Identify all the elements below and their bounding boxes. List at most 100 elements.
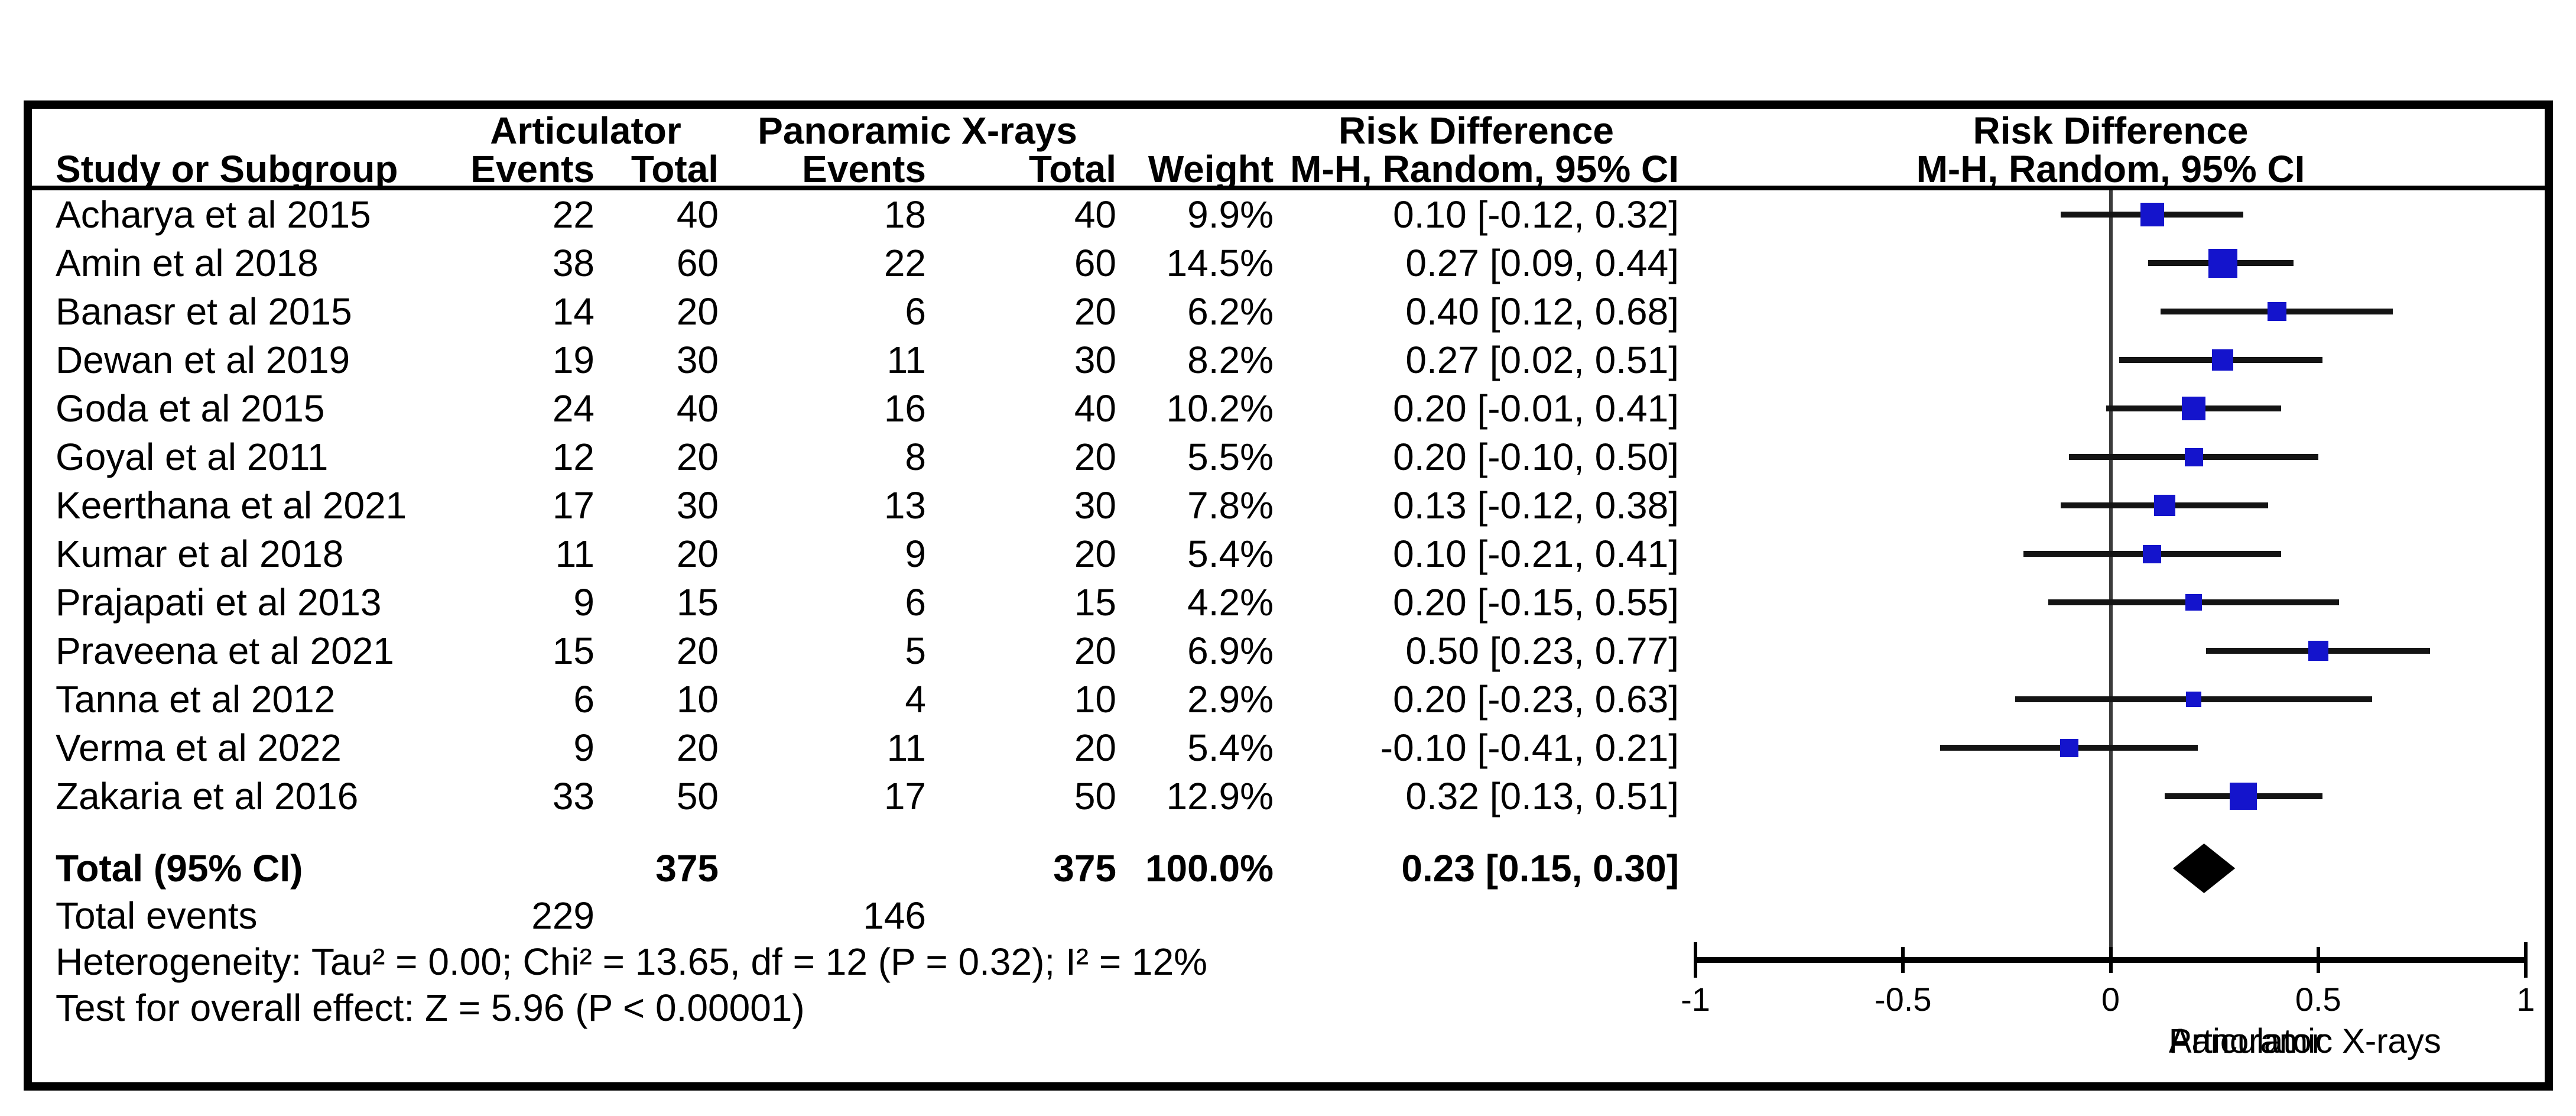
total-events-row: Total events 229 146 bbox=[32, 893, 2545, 939]
risk-difference-ci-text: 0.20 [-0.23, 0.63] bbox=[1393, 678, 1679, 721]
total-articulator: 20 bbox=[676, 290, 719, 333]
study-row: Acharya et al 2015 22 40 18 40 9.9% 0.10 [-0.1… bbox=[32, 190, 2545, 239]
study-name: Amin et al 2018 bbox=[56, 242, 319, 284]
study-name: Prajapati et al 2013 bbox=[56, 581, 382, 624]
events-panoramic: 22 bbox=[883, 242, 926, 284]
events-panoramic: 16 bbox=[883, 387, 926, 430]
events-articulator: 6 bbox=[573, 678, 595, 721]
events-panoramic: 11 bbox=[886, 726, 926, 769]
events-panoramic: 13 bbox=[883, 484, 926, 527]
study-name: Banasr et al 2015 bbox=[56, 290, 352, 333]
study-name: Goyal et al 2011 bbox=[56, 436, 329, 478]
column-header-mh-ci: M-H, Random, 95% CI bbox=[1290, 148, 1679, 190]
study-name: Zakaria et al 2016 bbox=[56, 775, 359, 817]
study-name: Acharya et al 2015 bbox=[56, 193, 371, 236]
total-articulator: 30 bbox=[676, 484, 719, 527]
events-panoramic: 17 bbox=[883, 775, 926, 817]
events-articulator: 11 bbox=[555, 533, 595, 575]
events-articulator: 9 bbox=[573, 581, 595, 624]
events-articulator: 9 bbox=[573, 726, 595, 769]
total-row: Total (95% CI) 375 375 100.0% 0.23 [0.15… bbox=[32, 844, 2545, 893]
total-panoramic: 10 bbox=[1074, 678, 1116, 721]
study-row: Amin et al 2018 38 60 22 60 14.5% 0.27 [0.09, … bbox=[32, 239, 2545, 287]
events-articulator: 17 bbox=[552, 484, 595, 527]
header-divider bbox=[32, 186, 2545, 190]
column-header-risk-difference: Risk Difference bbox=[1339, 109, 1614, 152]
risk-difference-ci-text: 0.10 [-0.12, 0.32] bbox=[1393, 193, 1679, 236]
total-panoramic: 50 bbox=[1074, 775, 1116, 817]
total-panoramic: 40 bbox=[1074, 387, 1116, 430]
total-articulator: 30 bbox=[676, 339, 719, 381]
study-row: Banasr et al 2015 14 20 6 20 6.2% 0.40 [0.12, … bbox=[32, 287, 2545, 336]
total-panoramic: 30 bbox=[1074, 339, 1116, 381]
table-header: Articulator Panoramic X-rays Risk Differ… bbox=[32, 109, 2545, 190]
total-events-articulator: 229 bbox=[531, 894, 595, 937]
weight-value: 6.9% bbox=[1187, 630, 1274, 672]
study-name: Kumar et al 2018 bbox=[56, 533, 344, 575]
study-name: Goda et al 2015 bbox=[56, 387, 325, 430]
study-name: Verma et al 2022 bbox=[56, 726, 342, 769]
total-panoramic: 20 bbox=[1074, 533, 1116, 575]
total-panoramic: 40 bbox=[1074, 193, 1116, 236]
study-rows: Acharya et al 2015 22 40 18 40 9.9% 0.10 [-0.1… bbox=[32, 190, 2545, 820]
events-articulator: 15 bbox=[552, 630, 595, 672]
total-label: Total (95% CI) bbox=[56, 847, 303, 890]
total-events-panoramic: 146 bbox=[863, 894, 926, 937]
total-articulator: 15 bbox=[676, 581, 719, 624]
events-panoramic: 8 bbox=[905, 436, 926, 478]
table-header-groups: Articulator Panoramic X-rays Risk Differ… bbox=[32, 109, 2545, 152]
risk-difference-ci-text: 0.10 [-0.21, 0.41] bbox=[1393, 533, 1679, 575]
column-header-events-panoramic: Events bbox=[802, 148, 926, 190]
events-articulator: 22 bbox=[552, 193, 595, 236]
column-header-total-panoramic: Total bbox=[1028, 148, 1116, 190]
total-panoramic: 20 bbox=[1074, 726, 1116, 769]
column-header-weight: Weight bbox=[1148, 148, 1274, 190]
study-name: Keerthana et al 2021 bbox=[56, 484, 407, 527]
total-n-panoramic: 375 bbox=[1053, 847, 1116, 890]
spacer bbox=[32, 820, 2545, 844]
weight-value: 4.2% bbox=[1187, 581, 1274, 624]
study-row: Prajapati et al 2013 9 15 6 15 4.2% 0.20 [-0.1… bbox=[32, 578, 2545, 627]
events-articulator: 33 bbox=[552, 775, 595, 817]
heterogeneity-line: Heterogeneity: Tau² = 0.00; Chi² = 13.65… bbox=[32, 939, 2545, 985]
total-articulator: 20 bbox=[676, 533, 719, 575]
total-panoramic: 20 bbox=[1074, 436, 1116, 478]
weight-value: 5.5% bbox=[1187, 436, 1274, 478]
total-n-articulator: 375 bbox=[655, 847, 719, 890]
study-row: Tanna et al 2012 6 10 4 10 2.9% 0.20 [-0.23, 0… bbox=[32, 675, 2545, 724]
events-articulator: 14 bbox=[552, 290, 595, 333]
weight-value: 9.9% bbox=[1187, 193, 1274, 236]
risk-difference-ci-text: 0.27 [0.02, 0.51] bbox=[1405, 339, 1679, 381]
events-panoramic: 5 bbox=[905, 630, 926, 672]
study-row: Keerthana et al 2021 17 30 13 30 7.8% 0.13 [-0… bbox=[32, 481, 2545, 530]
total-articulator: 60 bbox=[676, 242, 719, 284]
total-panoramic: 20 bbox=[1074, 630, 1116, 672]
weight-value: 7.8% bbox=[1187, 484, 1274, 527]
weight-value: 14.5% bbox=[1166, 242, 1274, 284]
events-articulator: 24 bbox=[552, 387, 595, 430]
events-panoramic: 18 bbox=[883, 193, 926, 236]
total-weight: 100.0% bbox=[1145, 847, 1274, 890]
study-row: Kumar et al 2018 11 20 9 20 5.4% 0.10 [-0.21, … bbox=[32, 530, 2545, 578]
total-panoramic: 15 bbox=[1074, 581, 1116, 624]
events-articulator: 12 bbox=[552, 436, 595, 478]
risk-difference-ci-text: 0.32 [0.13, 0.51] bbox=[1405, 775, 1679, 817]
plot-header-mh-ci: M-H, Random, 95% CI bbox=[1916, 148, 2305, 190]
risk-difference-ci-text: 0.20 [-0.01, 0.41] bbox=[1393, 387, 1679, 430]
plot-header-risk-difference: Risk Difference bbox=[1973, 109, 2249, 152]
column-header-events-articulator: Events bbox=[470, 148, 595, 190]
risk-difference-ci-text: 0.13 [-0.12, 0.38] bbox=[1393, 484, 1679, 527]
events-panoramic: 4 bbox=[905, 678, 926, 721]
study-row: Praveena et al 2021 15 20 5 20 6.9% 0.50 [0.23… bbox=[32, 627, 2545, 675]
total-articulator: 40 bbox=[676, 193, 719, 236]
study-row: Dewan et al 2019 19 30 11 30 8.2% 0.27 [0.02, … bbox=[32, 336, 2545, 384]
total-panoramic: 30 bbox=[1074, 484, 1116, 527]
total-events-label: Total events bbox=[56, 894, 258, 937]
risk-difference-ci-text: 0.27 [0.09, 0.44] bbox=[1405, 242, 1679, 284]
study-row: Goyal et al 2011 12 20 8 20 5.5% 0.20 [-0.10, … bbox=[32, 433, 2545, 481]
weight-value: 12.9% bbox=[1166, 775, 1274, 817]
forest-plot-frame: Articulator Panoramic X-rays Risk Differ… bbox=[24, 100, 2553, 1091]
risk-difference-ci-text: 0.20 [-0.15, 0.55] bbox=[1393, 581, 1679, 624]
events-articulator: 19 bbox=[552, 339, 595, 381]
column-header-study: Study or Subgroup bbox=[56, 148, 398, 190]
